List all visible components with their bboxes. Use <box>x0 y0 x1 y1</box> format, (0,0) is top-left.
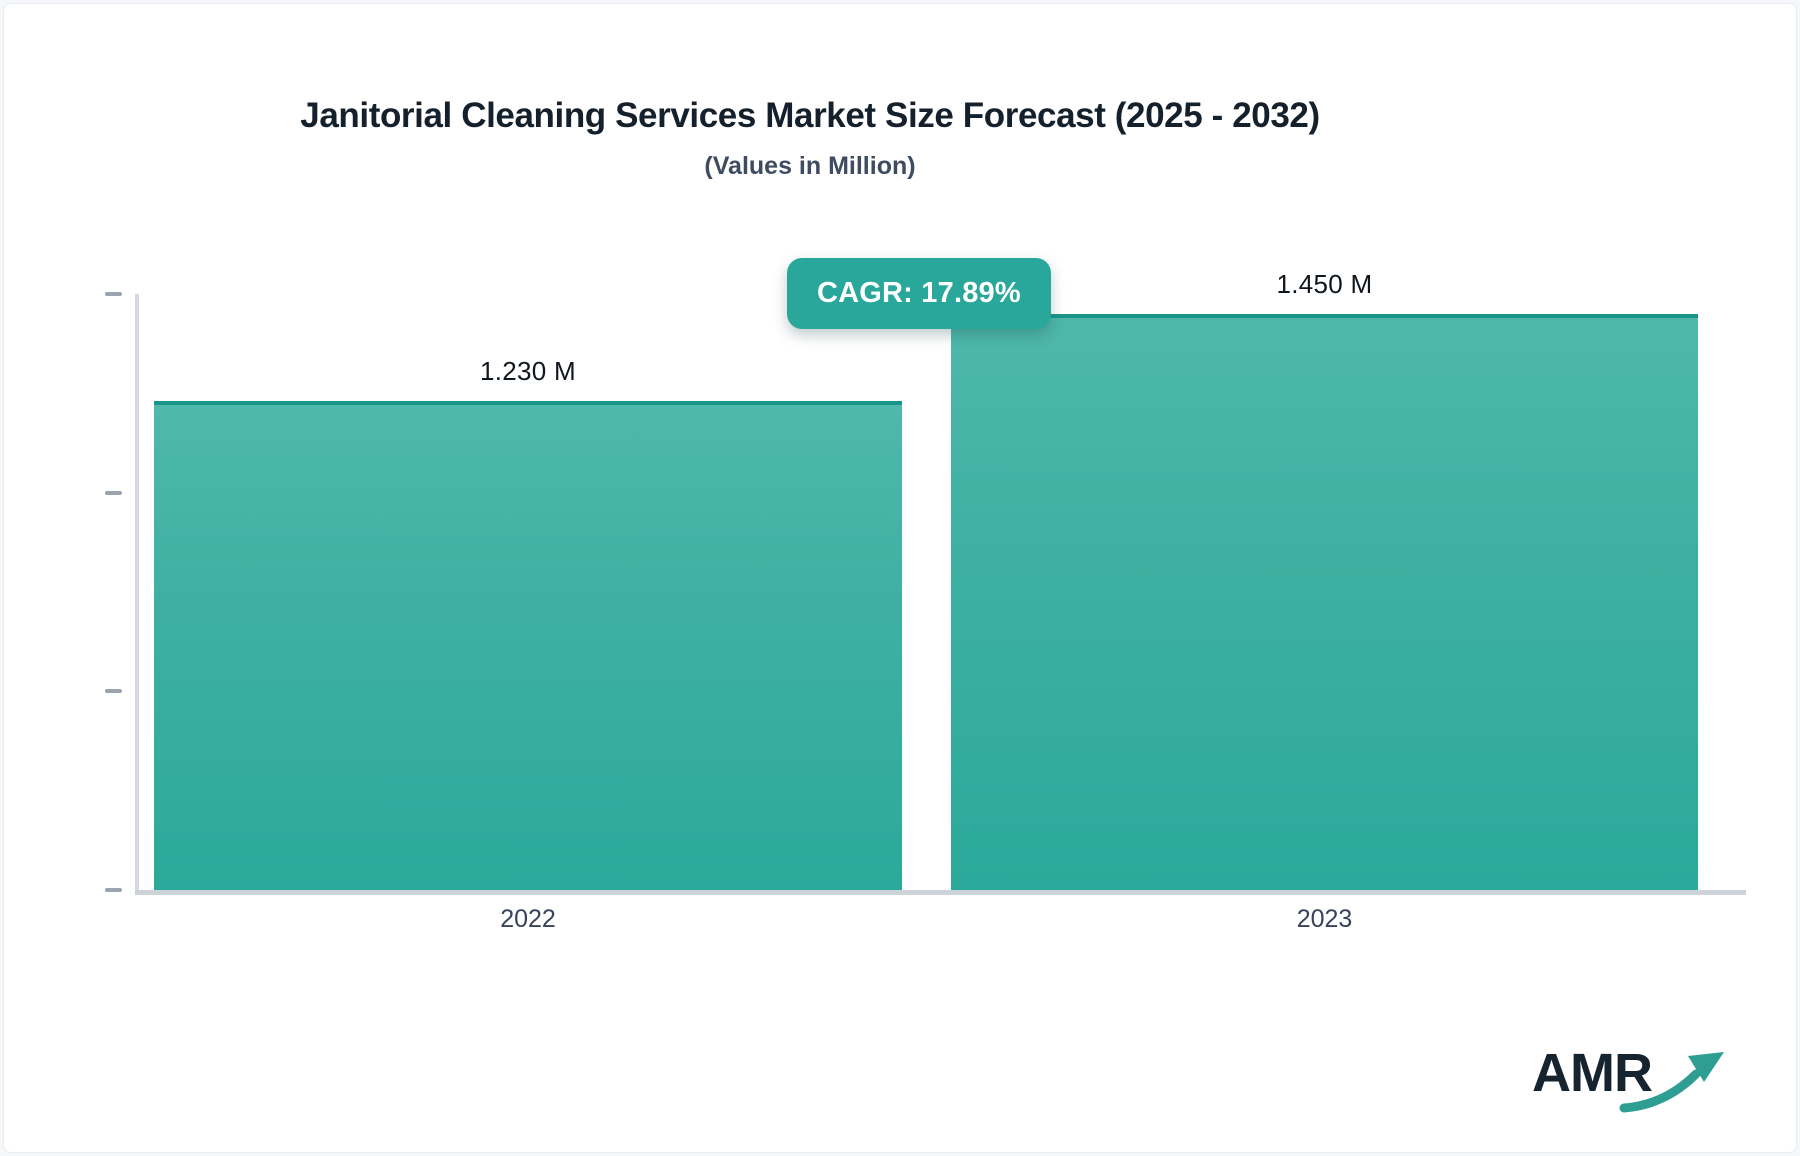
amr-logo-text: AMR <box>1532 1043 1653 1103</box>
tick-mark <box>105 292 122 296</box>
tick-mark <box>105 689 122 694</box>
chart-subtitle: (Values in Million) <box>704 152 916 180</box>
bar-2023 <box>951 314 1698 890</box>
growth-arrow-icon <box>1619 1052 1724 1113</box>
tick-mark <box>105 888 122 892</box>
cagr-badge: CAGR: 17.89% <box>787 258 1051 329</box>
tick-mark <box>105 490 122 495</box>
amr-logo: AMR <box>1532 1040 1732 1120</box>
chart-card: Janitorial Cleaning Services Market Size… <box>3 3 1797 1153</box>
x-axis-label-2023: 2023 <box>1296 905 1353 933</box>
chart-header: Janitorial Cleaning Services Market Size… <box>4 96 1616 181</box>
bar-2022 <box>154 401 902 890</box>
plot-area: 0500.0k1.0M1.5M 1.230 M 1.450 M 2022 202… <box>4 4 1796 1152</box>
x-axis-line <box>135 890 1746 895</box>
chart-title: Janitorial Cleaning Services Market Size… <box>300 96 1320 135</box>
bar-value-label-2023: 1.450 M <box>1276 269 1373 299</box>
y-axis-line <box>135 294 139 891</box>
x-axis-label-2022: 2022 <box>500 905 556 933</box>
bar-value-label-2022: 1.230 M <box>479 356 577 386</box>
